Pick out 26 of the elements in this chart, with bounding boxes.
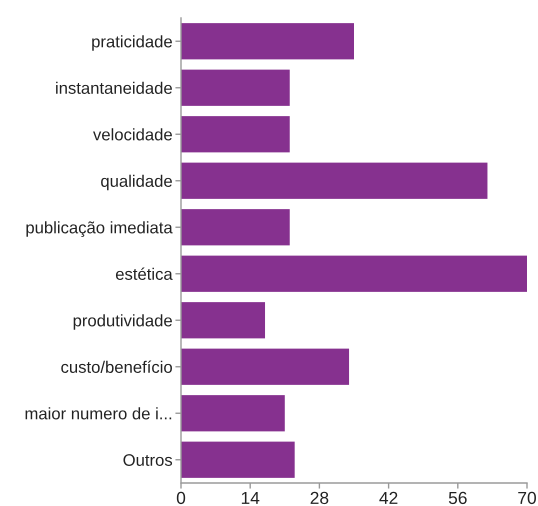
y-tick-label: custo/benefício	[61, 360, 172, 373]
bar	[181, 23, 354, 60]
bar	[181, 395, 285, 432]
y-tick-label: maior numero de i...	[26, 407, 172, 420]
x-tick-label: 14	[242, 492, 260, 504]
bar	[181, 256, 527, 292]
bar	[181, 70, 290, 106]
bar	[181, 348, 350, 385]
x-tick-label: 28	[310, 492, 328, 504]
bar	[181, 116, 290, 152]
bar	[181, 209, 290, 246]
x-tick-label: 42	[379, 492, 398, 504]
x-tick-label: 56	[448, 492, 467, 504]
x-tick-label: 70	[518, 492, 536, 504]
y-tick-label: publicação imediata	[26, 221, 173, 237]
bar	[181, 162, 488, 199]
bar	[181, 442, 295, 478]
y-tick-label: produtividade	[74, 314, 172, 330]
bar	[181, 302, 266, 338]
y-tick-label: Outros	[123, 454, 172, 466]
y-tick-label: praticidade	[92, 35, 172, 51]
y-tick-label: qualidade	[101, 174, 172, 190]
y-tick-label: estética	[116, 268, 173, 280]
y-tick-label: velocidade	[93, 128, 172, 140]
y-tick-label: instantaneidade	[56, 82, 172, 94]
x-tick-label: 0	[176, 492, 186, 504]
